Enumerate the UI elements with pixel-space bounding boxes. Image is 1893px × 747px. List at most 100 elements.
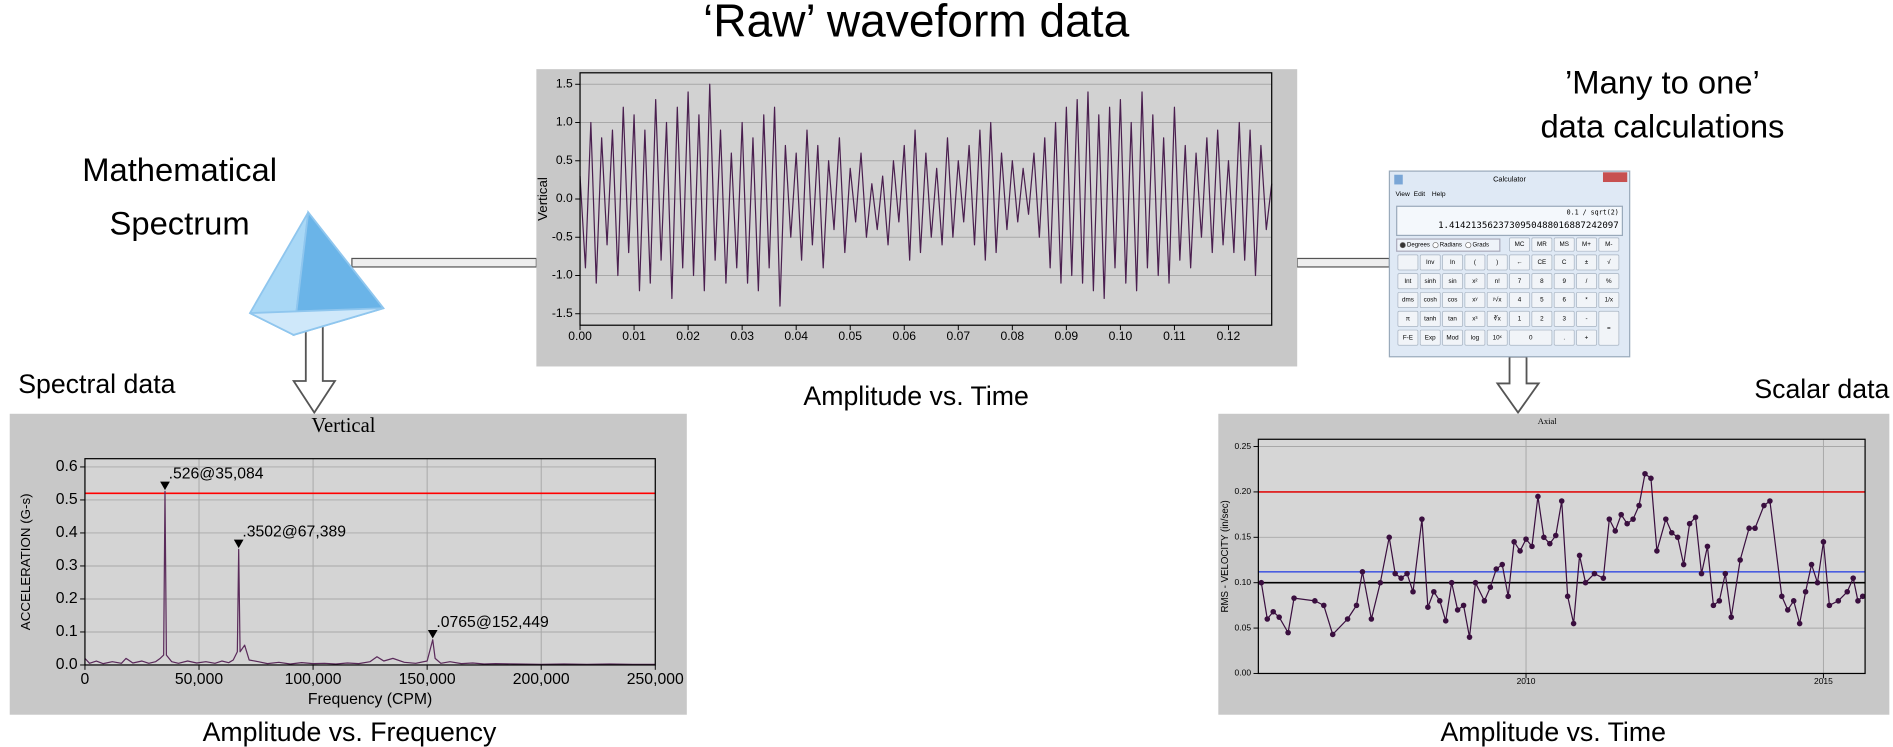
calc-key-label: log	[1471, 334, 1480, 341]
calc-key-label: 3	[1562, 316, 1566, 323]
data-point	[1790, 598, 1797, 604]
calc-key	[1531, 273, 1553, 290]
y-tick-label: 0.2	[56, 590, 78, 607]
data-point	[1425, 604, 1431, 610]
data-point	[1487, 584, 1494, 591]
calc-key-label: 2	[1540, 316, 1544, 323]
data-point	[1636, 502, 1642, 509]
data-point	[1419, 516, 1425, 522]
data-point	[1431, 588, 1437, 595]
calc-key-label: Mod	[1446, 334, 1459, 341]
data-point	[1344, 616, 1351, 622]
data-point	[1826, 602, 1833, 609]
data-point	[1529, 543, 1535, 550]
data-point	[1460, 602, 1467, 609]
data-point	[1710, 602, 1717, 609]
calc-key-label: tanh	[1424, 316, 1437, 323]
calc-key	[1486, 329, 1508, 346]
y-tick-label: 0.0	[56, 656, 78, 673]
peak-marker	[427, 630, 438, 639]
spectrum-label: Spectrum	[110, 204, 250, 241]
calc-key	[1509, 292, 1530, 308]
x-tick-label: 0.02	[676, 329, 700, 343]
data-point	[1835, 598, 1842, 604]
y-tick-label: 0.5	[56, 491, 78, 508]
data-point	[1547, 540, 1553, 547]
calc-close	[1602, 172, 1628, 183]
data-point	[1570, 620, 1577, 627]
calc-key	[1598, 254, 1620, 271]
x-tick-label: 0.07	[946, 329, 970, 343]
data-point	[1436, 598, 1443, 604]
data-point	[1517, 548, 1523, 554]
data-point	[1454, 607, 1461, 613]
calc-key	[1464, 310, 1486, 327]
calculator: Calculator View Edit Help 0.1 / sqrt(2) 1.414…	[1388, 170, 1631, 358]
calc-key	[1509, 310, 1530, 327]
data-point	[1410, 588, 1416, 595]
calc-key	[1397, 310, 1419, 327]
x-tick-label: 0.08	[1001, 329, 1025, 343]
calc-key-label: n!	[1495, 278, 1501, 285]
data-point	[1276, 614, 1282, 620]
x-tick-label: 0	[81, 671, 90, 688]
x-tick-label: 0.05	[838, 329, 862, 343]
calc-key	[1553, 329, 1575, 346]
calc-key	[1576, 310, 1597, 327]
peak-annotation: .526@35,084	[169, 466, 264, 483]
calc-key-label: ←	[1516, 259, 1522, 266]
y-tick-label: 0.00	[1235, 668, 1252, 678]
data-point	[1552, 532, 1559, 539]
calc-key-label: /	[1586, 278, 1588, 285]
x-tick-label: 2010	[1517, 676, 1536, 686]
data-point	[1674, 534, 1681, 541]
plot-area	[1258, 439, 1866, 674]
data-point	[1722, 570, 1729, 577]
calc-key-label: M+	[1582, 241, 1591, 248]
y-tick-label: 0.20	[1235, 486, 1252, 496]
data-point	[1654, 548, 1660, 554]
y-tick-label: 0.1	[56, 623, 78, 640]
calc-menu: Edit	[1414, 191, 1426, 198]
y-tick-label: 0.15	[1235, 532, 1252, 542]
peak-marker	[233, 539, 244, 549]
x-tick-label: 150,000	[399, 671, 456, 688]
y-tick-label: 0.5	[556, 153, 573, 167]
calc-key	[1397, 292, 1419, 308]
calc-radio	[1432, 242, 1439, 249]
data-point	[1541, 534, 1547, 541]
y-axis-label: ACCELERATION (G-s)	[18, 493, 33, 630]
data-point	[1820, 539, 1827, 545]
data-point	[1716, 598, 1723, 604]
calc-key-label: MS	[1559, 241, 1568, 248]
calc-key	[1397, 329, 1419, 346]
data-point	[1642, 470, 1648, 477]
data-point	[1558, 498, 1565, 504]
data-point	[1784, 607, 1791, 613]
calc-key	[1464, 254, 1486, 271]
calc-key	[1553, 292, 1575, 308]
data-point	[1591, 570, 1598, 577]
calc-key	[1531, 310, 1553, 327]
calc-label: ’Many to one’	[1565, 64, 1760, 101]
calc-key-label: C	[1562, 259, 1567, 266]
calc-mode: Grads	[1473, 243, 1489, 249]
calc-key	[1442, 254, 1463, 271]
calc-key	[1576, 254, 1597, 271]
data-point	[1779, 593, 1785, 600]
data-point	[1752, 525, 1758, 532]
data-point	[1796, 620, 1803, 627]
x-tick-label: 0.04	[784, 329, 808, 343]
data-point	[1728, 614, 1735, 620]
data-point	[1850, 575, 1856, 581]
data-point	[1368, 616, 1375, 622]
chart-caption: Amplitude vs. Time	[1441, 717, 1666, 747]
data-point	[1535, 493, 1541, 500]
y-tick-label: 1.5	[556, 76, 573, 90]
calc-key-label: Int	[1404, 278, 1411, 285]
calc-key-label: cosh	[1424, 297, 1438, 304]
calc-key-label: cos	[1448, 297, 1458, 304]
calc-key	[1531, 237, 1553, 252]
calc-key-label: (	[1474, 259, 1477, 266]
